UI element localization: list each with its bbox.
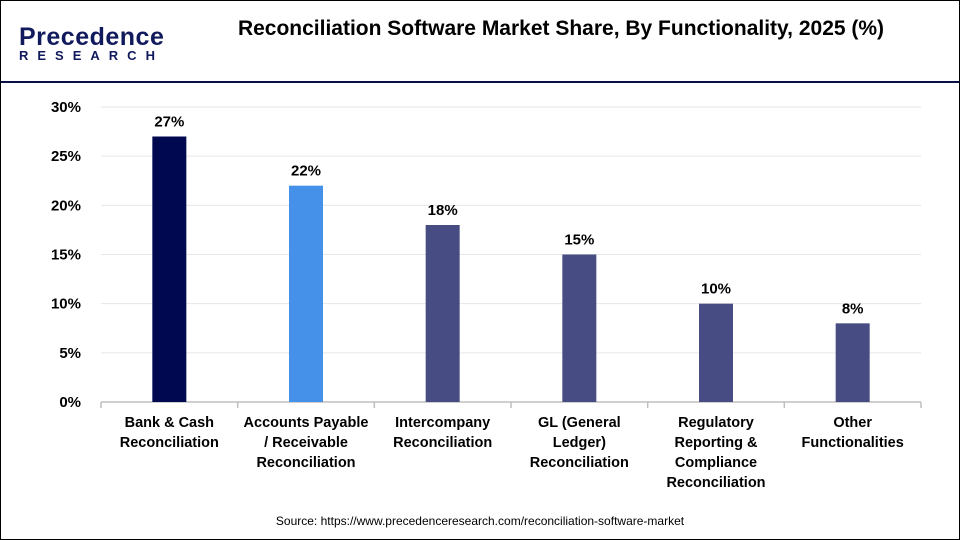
x-tick-label: Reconciliation [666,475,765,491]
bar [699,303,733,402]
data-label: 22% [291,163,321,180]
logo: Precedence RESEARCH [19,23,164,63]
logo-line1: Precedence [19,23,165,51]
data-label: 10% [701,281,731,298]
bar [289,185,323,402]
x-tick-label: GL (General [538,415,621,431]
x-tick-label: Intercompany [395,415,490,431]
chart-title: Reconciliation Software Market Share, By… [237,17,885,40]
data-label: 18% [428,202,458,219]
x-tick-label: / Receivable [264,435,348,451]
bar [152,136,187,402]
data-label: 8% [842,300,864,317]
y-tick-label: 30% [51,99,81,116]
source-text: Source: https://www.precedenceresearch.c… [275,514,685,528]
x-tick-label: Regulatory [678,415,754,431]
y-tick-label: 5% [59,345,81,362]
bar [425,225,460,402]
logo-line2: RESEARCH [19,48,164,63]
x-tick-label: Ledger) [553,435,606,451]
y-tick-label: 20% [51,197,81,214]
x-tick-label: Functionalities [802,435,904,451]
bar [835,323,870,402]
y-tick-label: 10% [51,296,81,313]
x-tick-label: Reconciliation [530,455,629,471]
header: Precedence RESEARCH Reconciliation Softw… [1,1,959,83]
x-tick-label: Reporting & [675,435,758,451]
x-tick-label: Reconciliation [393,435,492,451]
x-tick-label: Other [833,415,872,431]
data-label: 27% [154,114,184,131]
x-tick-label: Reconciliation [120,435,219,451]
y-tick-label: 0% [59,394,81,411]
x-tick-label: Compliance [675,455,757,471]
x-tick-label: Bank & Cash [125,415,214,431]
y-tick-label: 15% [51,247,81,264]
y-tick-label: 25% [51,148,81,165]
x-tick-label: Accounts Payable [244,415,369,431]
x-tick-label: Reconciliation [256,455,355,471]
data-label: 15% [564,232,594,249]
bar [562,254,597,402]
